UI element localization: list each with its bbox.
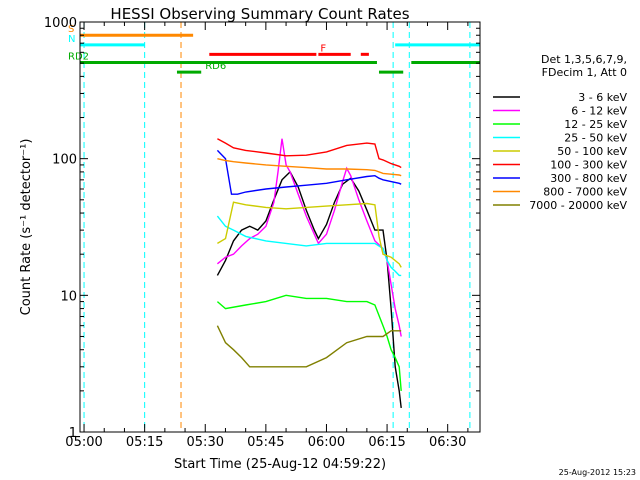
x-axis-label: Start Time (25-Aug-12 04:59:22) (174, 457, 386, 472)
x-tick-label-5: 06:15 (368, 435, 405, 450)
state-bars: SN F RD2 RD6 (68, 24, 480, 74)
legend-entry-8: 7000 - 20000 keV (529, 199, 627, 212)
y-tick-label-1: 10 (60, 289, 77, 304)
x-tick-label-3: 05:45 (247, 435, 284, 450)
timestamp-annotation: 25-Aug-2012 15:23 (559, 468, 636, 477)
legend: Det 1,3,5,6,7,9,FDecim 1, Att 0 3 - 6 keV… (493, 53, 627, 212)
legend-entry-6: 300 - 800 keV (550, 172, 627, 185)
y-tick-label-0: 1 (69, 426, 77, 441)
state-bar-label-rd6: RD6 (205, 61, 226, 72)
y-axis-label: Count Rate (s⁻¹ detector⁻¹) (19, 139, 34, 316)
legend-entry-7: 800 - 7000 keV (543, 186, 627, 199)
x-tick-label-4: 06:00 (308, 435, 345, 450)
data-series (216, 138, 402, 408)
series-line-7 (217, 158, 402, 177)
state-bar-label-f: F (320, 43, 326, 54)
y-tick-label-2: 100 (52, 153, 77, 168)
series-line-5 (217, 138, 402, 169)
x-tick-label-1: 05:15 (126, 435, 163, 450)
legend-entry-0: 3 - 6 keV (578, 91, 627, 104)
legend-header-1: FDecim 1, Att 0 (542, 66, 627, 79)
plot-frame (79, 21, 481, 433)
series-line-2 (216, 294, 402, 391)
legend-entry-4: 50 - 100 keV (557, 145, 627, 158)
series-line-8 (216, 325, 402, 368)
series-line-3 (216, 215, 402, 277)
series-line-4 (217, 201, 402, 268)
x-tick-label-0: 05:00 (65, 435, 102, 450)
legend-header-0: Det 1,3,5,6,7,9, (541, 53, 627, 66)
state-bar-label-n: N (68, 34, 75, 45)
series-line-0 (216, 170, 402, 408)
state-bar-label-s: S (68, 24, 74, 35)
x-tick-label-6: 06:30 (429, 435, 466, 450)
series-line-6 (216, 149, 402, 195)
x-tick-label-2: 05:30 (187, 435, 224, 450)
vertical-markers (83, 22, 471, 432)
legend-entry-3: 25 - 50 keV (564, 132, 627, 145)
y-tick-label-3: 1000 (44, 16, 77, 31)
x-axis: 05:00 05:15 05:30 05:45 06:00 06:15 06:30 (65, 22, 469, 450)
legend-entry-5: 100 - 300 keV (550, 159, 627, 172)
legend-entry-1: 6 - 12 keV (571, 105, 627, 118)
chart-title: HESSI Observing Summary Count Rates (110, 5, 409, 23)
state-bar-label-rd2: RD2 (68, 52, 89, 63)
y-axis: 1 10 100 1000 (44, 16, 480, 441)
legend-entry-2: 12 - 25 keV (564, 118, 627, 131)
